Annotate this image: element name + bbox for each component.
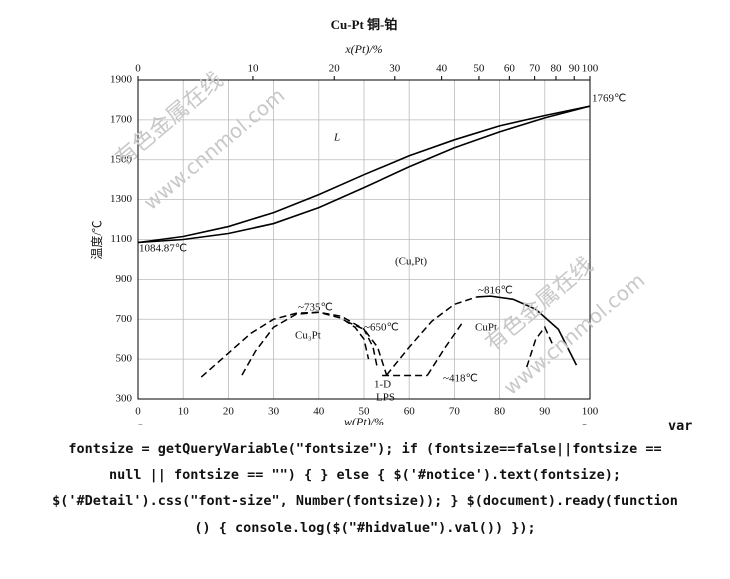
x-tick-label: 70: [449, 406, 461, 418]
y-tick-label: 1700: [110, 113, 133, 125]
x2-tick-label: 80: [550, 63, 562, 75]
x-tick-label: 20: [223, 406, 235, 418]
x-tick-label: 10: [178, 406, 190, 418]
x2-tick-label: 70: [529, 63, 541, 75]
x-axis-label: w(Pt)/%: [344, 415, 384, 425]
phase-boundary: [200, 311, 370, 378]
x-tick-label: 40: [313, 406, 325, 418]
x-tick-label: 0: [135, 406, 141, 418]
watermark: www.cnnmol.com: [139, 83, 289, 215]
phase-boundary: [137, 105, 591, 244]
annotation: ~735℃: [298, 302, 333, 314]
y-axis-label: 温度/℃: [89, 220, 104, 259]
x2-tick-label: 60: [504, 63, 516, 75]
chart-title: Cu-Pt 铜-铂: [331, 17, 398, 32]
phase-boundary: [241, 311, 379, 376]
x-tick-label: 50: [359, 406, 371, 418]
code-text: var: [668, 418, 693, 434]
annotation: 1769℃: [592, 93, 626, 105]
y-tick-label: 1900: [110, 74, 133, 86]
axis-end-label: Cu: [136, 423, 149, 425]
y-tick-label: 300: [116, 393, 133, 405]
x-tick-label: 60: [404, 406, 416, 418]
phase-boundary: [426, 320, 465, 376]
x2-tick-label: 40: [436, 63, 448, 75]
x2-tick-label: 20: [329, 63, 341, 75]
annotation: ~816℃: [478, 285, 513, 297]
y-tick-label: 900: [116, 273, 133, 285]
x-tick-label: 30: [268, 406, 280, 418]
phase-boundary: [526, 325, 555, 368]
x2-tick-label: 50: [473, 63, 485, 75]
annotation: Cu₃Pt: [295, 330, 321, 342]
chart: Cu-Pt 铜-铂 x(Pt)/% w(Pt)/% 温度/℃ 300500700…: [89, 17, 650, 425]
code-text: fontsize = getQueryVariable("fontsize");…: [68, 441, 662, 457]
annotation: 1-D: [374, 379, 391, 391]
phase-boundary: [345, 320, 388, 376]
code-text: null || fontsize == "") { } else { $('#n…: [108, 467, 622, 483]
phase-boundary: [137, 105, 591, 244]
y-tick-label: 1300: [110, 193, 133, 205]
code-text: $('#Detail').css("font-size", Number(fon…: [52, 493, 678, 509]
x2-axis-label: x(Pt)/%: [344, 42, 382, 56]
x-tick-label: 90: [539, 406, 551, 418]
x2-tick-label: 10: [247, 63, 259, 75]
annotation: ~418℃: [443, 373, 478, 385]
x2-tick-label: 90: [569, 63, 581, 75]
y-tick-label: 1500: [110, 153, 133, 165]
code-text: () { console.log($("#hidvalue").val()) }…: [194, 520, 536, 536]
annotation: CuPt: [475, 322, 497, 334]
phase-boundary: [476, 295, 578, 366]
x2-tick-label: 0: [135, 63, 141, 75]
y-tick-label: 500: [116, 353, 133, 365]
x-tick-label: 100: [582, 406, 599, 418]
phase-boundary: [386, 296, 478, 376]
y-tick-label: 1100: [110, 233, 132, 245]
x-tick-label: 80: [494, 406, 506, 418]
annotation: (Cu,Pt): [395, 256, 427, 268]
x2-tick-label: 30: [389, 63, 401, 75]
annotation: LPS: [376, 392, 395, 404]
annotation: ~650℃: [364, 322, 399, 334]
plot-frame: [137, 79, 591, 400]
axis-end-label: Pt: [582, 423, 591, 425]
annotation: L: [333, 132, 340, 144]
annotation: 1084.87℃: [139, 243, 187, 255]
y-tick-label: 700: [116, 313, 133, 325]
x2-tick-label: 100: [582, 63, 599, 75]
